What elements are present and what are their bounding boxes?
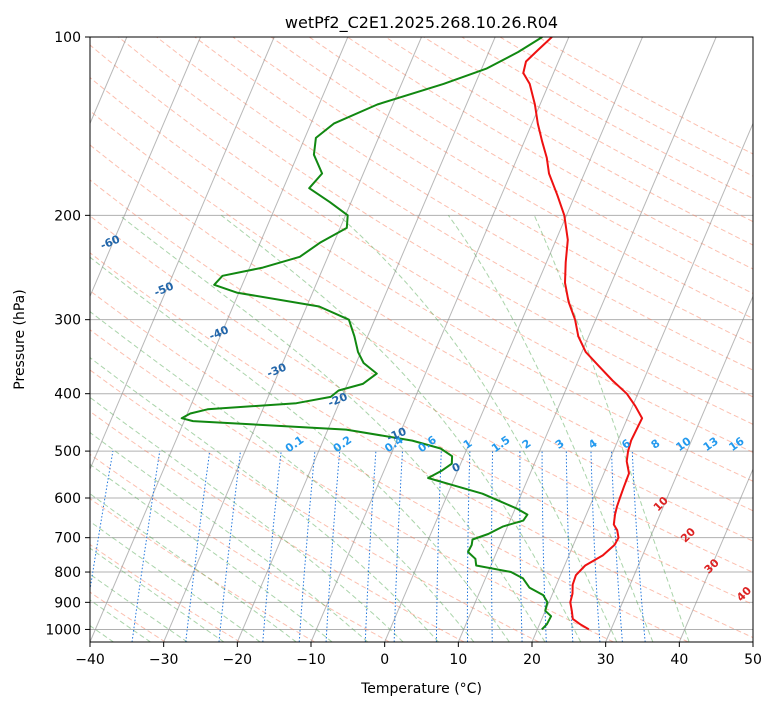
x-axis-label: Temperature (°C)	[360, 681, 482, 697]
x-tick-label: −30	[149, 652, 179, 668]
y-tick-label: 800	[54, 565, 81, 581]
x-tick-label: 30	[597, 652, 615, 668]
y-tick-label: 400	[54, 387, 81, 403]
y-tick-label: 600	[54, 491, 81, 507]
x-tick-label: −40	[75, 652, 105, 668]
x-tick-label: 10	[449, 652, 467, 668]
x-tick-label: 50	[744, 652, 762, 668]
y-tick-label: 300	[54, 313, 81, 329]
x-tick-label: 0	[380, 652, 389, 668]
y-tick-label: 900	[54, 595, 81, 611]
chart-title: wetPf2_C2E1.2025.268.10.26.R04	[285, 13, 558, 33]
x-tick-label: −20	[223, 652, 253, 668]
y-axis-label: Pressure (hPa)	[12, 289, 28, 389]
y-tick-label: 200	[54, 208, 81, 224]
y-tick-label: 500	[54, 444, 81, 460]
x-tick-label: 40	[670, 652, 688, 668]
y-tick-label: 100	[54, 30, 81, 46]
x-tick-label: 20	[523, 652, 541, 668]
y-tick-label: 1000	[45, 622, 81, 638]
x-tick-label: −10	[296, 652, 326, 668]
y-tick-label: 700	[54, 531, 81, 547]
